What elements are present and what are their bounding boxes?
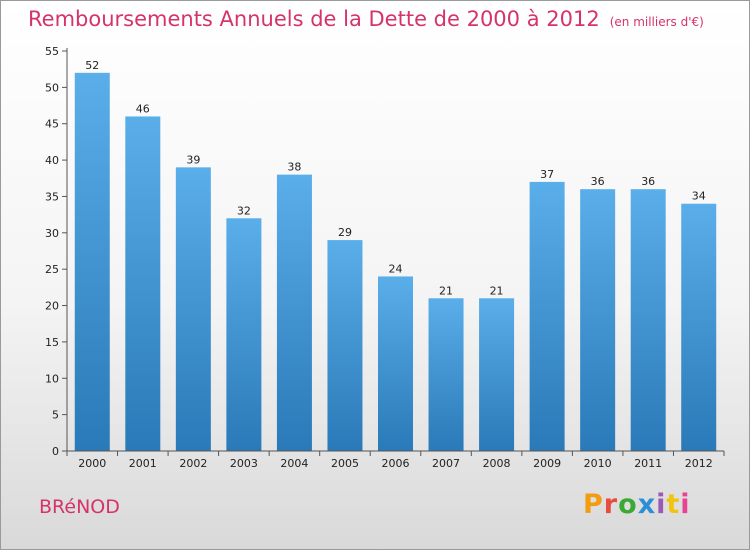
data-label-2002: 39 [186,153,200,166]
data-label-2007: 21 [439,284,453,297]
bar-2008 [479,298,515,451]
bar-2007 [428,298,464,451]
chart-unit-label: (en milliers d'€) [609,15,704,29]
proxiti-logo: Proxiti [583,489,691,520]
bar-2011 [630,189,666,451]
y-tick-label-0: 0 [52,445,59,458]
bar-2003 [226,218,262,451]
x-tick-label-2002: 2002 [179,457,207,470]
logo-letter: P [583,489,604,520]
bar-2010 [580,189,616,451]
y-tick-label-50: 50 [45,81,59,94]
logo-letter: t [666,489,681,520]
x-tick-label-2009: 2009 [533,457,561,470]
y-tick-label-55: 55 [45,45,59,58]
bar-2006 [378,276,413,451]
data-label-2006: 24 [389,262,403,275]
data-label-2008: 21 [490,284,504,297]
data-label-2011: 36 [641,175,655,188]
bar-2005 [327,240,363,451]
chart-title-text: Remboursements Annuels de la Dette de 20… [28,7,600,31]
y-tick-label-35: 35 [45,190,59,203]
data-label-2012: 34 [692,190,706,203]
y-tick-label-10: 10 [45,372,59,385]
bar-2012 [681,203,717,451]
commune-name: BRéNOD [39,496,120,518]
logo-letter: o [618,489,638,520]
y-tick-label-25: 25 [45,263,59,276]
y-tick-label-15: 15 [45,336,59,349]
bar-2000 [74,72,110,452]
logo-letter: x [637,489,657,520]
x-tick-label-2010: 2010 [584,457,612,470]
x-tick-label-2000: 2000 [78,457,106,470]
data-label-2010: 36 [591,175,605,188]
x-tick-label-2007: 2007 [432,457,460,470]
data-label-2001: 46 [136,102,150,115]
bar-2004 [276,174,312,452]
data-label-2009: 37 [540,168,554,181]
y-tick-label-5: 5 [52,409,59,422]
x-tick-label-2012: 2012 [685,457,713,470]
bar-2002 [175,167,211,451]
logo-letter: i [656,489,667,520]
logo-letter: r [603,489,619,520]
data-label-2003: 32 [237,204,251,217]
data-label-2005: 29 [338,226,352,239]
x-tick-label-2006: 2006 [382,457,410,470]
x-tick-label-2011: 2011 [634,457,662,470]
x-tick-label-2008: 2008 [483,457,511,470]
chart-title: Remboursements Annuels de la Dette de 20… [28,7,704,31]
y-tick-label-45: 45 [45,118,59,131]
logo-letter: i [680,489,691,520]
data-label-2000: 52 [85,59,99,72]
data-label-2004: 38 [287,161,301,174]
bar-2001 [125,116,161,452]
x-tick-label-2001: 2001 [129,457,157,470]
y-tick-label-40: 40 [45,154,59,167]
bar-2009 [529,181,565,451]
y-tick-label-20: 20 [45,300,59,313]
x-tick-label-2003: 2003 [230,457,258,470]
x-tick-label-2005: 2005 [331,457,359,470]
x-tick-label-2004: 2004 [280,457,308,470]
y-tick-label-30: 30 [45,227,59,240]
